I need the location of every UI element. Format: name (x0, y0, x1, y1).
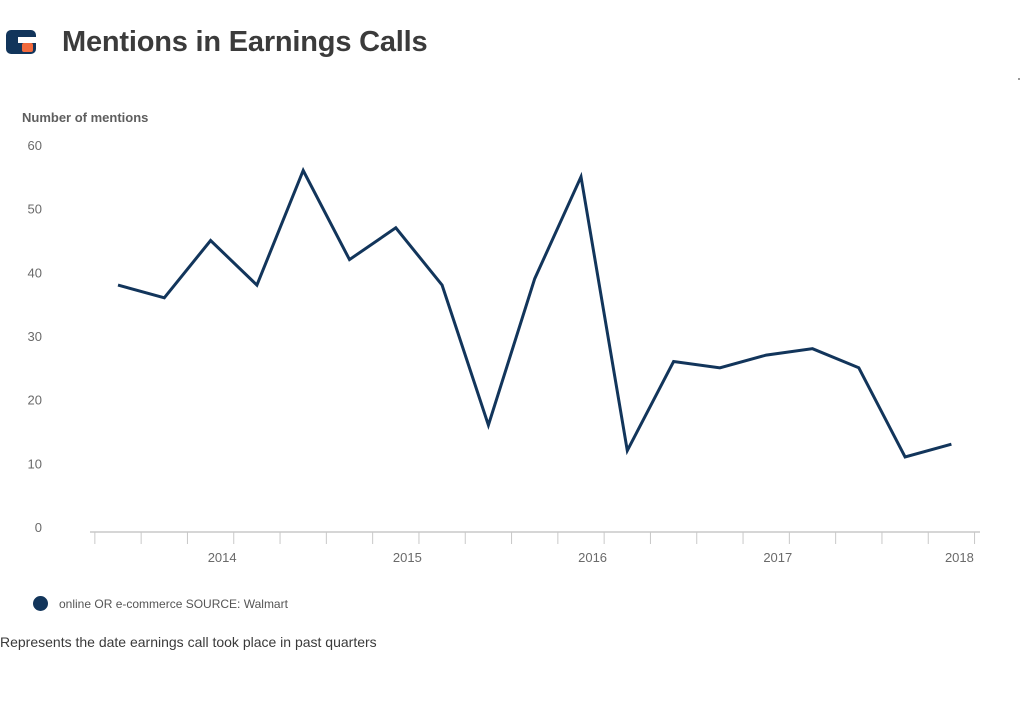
series-line (117, 166, 952, 459)
data-point (949, 442, 953, 446)
y-tick-label: 40 (28, 265, 42, 280)
data-point (857, 366, 861, 370)
x-tick-label: 2016 (578, 550, 607, 565)
x-tick-label: 2015 (393, 550, 422, 565)
chartblocks-logo-icon (6, 30, 36, 54)
chart-title: Mentions in Earnings Calls (62, 25, 428, 58)
x-axis: 2014 2015 2016 2017 2018 (90, 531, 980, 565)
y-tick-label: 20 (28, 393, 42, 408)
chart-header: Mentions in Earnings Calls (6, 18, 428, 66)
y-tick-label: 50 (28, 202, 42, 217)
data-point (162, 296, 166, 300)
y-tick-label: 60 (28, 138, 42, 153)
x-tick-label: 2014 (208, 550, 237, 565)
data-point (301, 169, 305, 173)
data-point (116, 283, 120, 287)
data-point (440, 283, 444, 287)
y-tick-label: 30 (28, 329, 42, 344)
data-point (625, 449, 629, 453)
x-tick-label: 2017 (763, 550, 792, 565)
y-axis-ticks: 0 10 20 30 40 50 60 (28, 138, 42, 535)
data-point (579, 175, 583, 179)
y-tick-label: 10 (28, 456, 42, 471)
data-point (533, 277, 537, 281)
data-point (811, 347, 815, 351)
legend-label: online OR e-commerce SOURCE: Walmart (59, 596, 288, 611)
data-point (209, 239, 213, 243)
legend-swatch (33, 596, 48, 611)
legend[interactable]: online OR e-commerce SOURCE: Walmart (33, 596, 288, 611)
data-point (672, 360, 676, 364)
series-layer (116, 166, 953, 459)
data-point (718, 366, 722, 370)
y-axis-title: Number of mentions (22, 110, 148, 125)
data-point (394, 226, 398, 230)
y-tick-label: 0 (35, 520, 42, 535)
data-point (348, 258, 352, 262)
data-point (903, 455, 907, 459)
corner-marker (1018, 78, 1020, 80)
data-point (764, 353, 768, 357)
data-point (255, 283, 259, 287)
data-point (486, 423, 490, 427)
footnote: Represents the date earnings call took p… (0, 634, 377, 650)
x-tick-label: 2018 (945, 550, 974, 565)
